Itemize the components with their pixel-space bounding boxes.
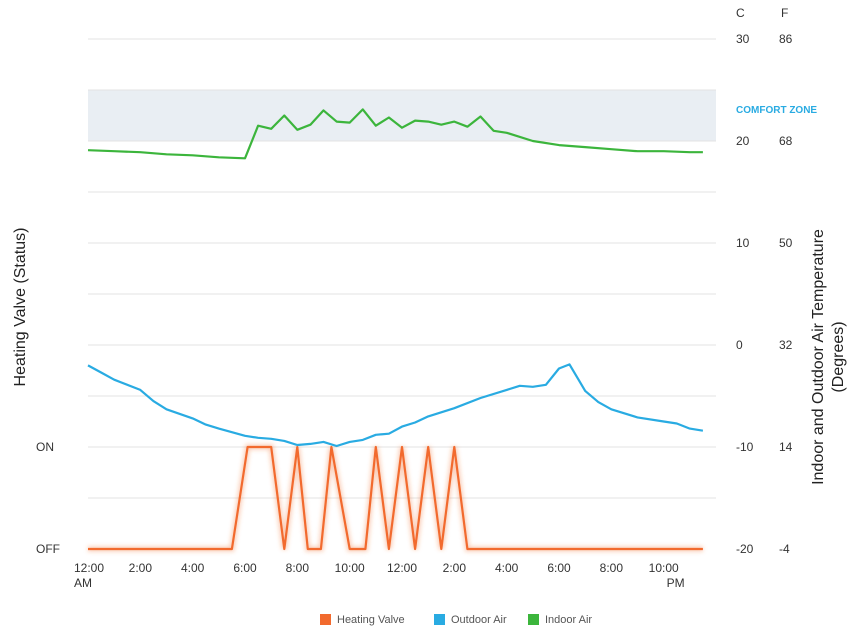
- y-right-axis-title-line2: (Degrees): [830, 321, 847, 392]
- fahrenheit-tick-label: 50: [779, 236, 793, 250]
- x-tick-label: 10:00: [335, 561, 365, 575]
- fahrenheit-tick-label: 32: [779, 338, 793, 352]
- x-tick-label: 4:00: [495, 561, 519, 575]
- x-tick-label: 8:00: [600, 561, 624, 575]
- celsius-tick-label: 0: [736, 338, 743, 352]
- x-tick-label: 6:00: [233, 561, 257, 575]
- right-axis-header-f: F: [781, 6, 788, 20]
- fahrenheit-tick-label: 68: [779, 134, 793, 148]
- right-axis-ticks: 30 86 20 68 10 50 0 32 -10 14 -20 -4: [736, 32, 793, 556]
- x-tick-label: 4:00: [181, 561, 205, 575]
- legend-label: Heating Valve: [337, 614, 405, 626]
- celsius-tick-label: 20: [736, 134, 750, 148]
- fahrenheit-tick-label: 14: [779, 440, 793, 454]
- legend-swatch: [320, 614, 331, 625]
- indoor-air-line: [87, 108, 703, 160]
- y-left-axis-title: Heating Valve (Status): [12, 228, 29, 387]
- fahrenheit-tick-label: -4: [779, 542, 790, 556]
- heating-valve-line: [88, 445, 703, 551]
- celsius-tick-label: 10: [736, 236, 750, 250]
- comfort-zone-label: COMFORT ZONE: [736, 105, 817, 116]
- fahrenheit-tick-label: 86: [779, 32, 793, 46]
- right-axis-header-c: C: [736, 6, 745, 20]
- series-layer: [87, 108, 704, 552]
- status-axis-ticks: ON OFF: [36, 440, 60, 556]
- x-tick-label: 12:00: [387, 561, 417, 575]
- status-tick-label: OFF: [36, 542, 60, 556]
- x-tick-label: 8:00: [286, 561, 310, 575]
- celsius-tick-label: -20: [736, 542, 754, 556]
- legend-label: Outdoor Air: [451, 614, 507, 626]
- legend-swatch: [528, 614, 539, 625]
- legend-label: Indoor Air: [545, 614, 592, 626]
- legend: Heating Valve Outdoor Air Indoor Air: [320, 614, 592, 626]
- celsius-tick-label: 30: [736, 32, 750, 46]
- outdoor-air-line: [87, 363, 704, 448]
- celsius-tick-label: -10: [736, 440, 754, 454]
- x-tick-sublabel: PM: [667, 576, 685, 590]
- status-tick-label: ON: [36, 440, 54, 454]
- x-tick-label: 2:00: [129, 561, 153, 575]
- legend-swatch: [434, 614, 445, 625]
- x-tick-label: 10:00: [649, 561, 679, 575]
- comfort-zone-band: [88, 90, 716, 141]
- x-tick-sublabel: AM: [74, 576, 92, 590]
- x-tick-label: 6:00: [547, 561, 571, 575]
- y-right-axis-title-line1: Indoor and Outdoor Air Temperature: [810, 229, 827, 485]
- x-tick-label: 2:00: [443, 561, 467, 575]
- x-tick-label: 12:00: [74, 561, 104, 575]
